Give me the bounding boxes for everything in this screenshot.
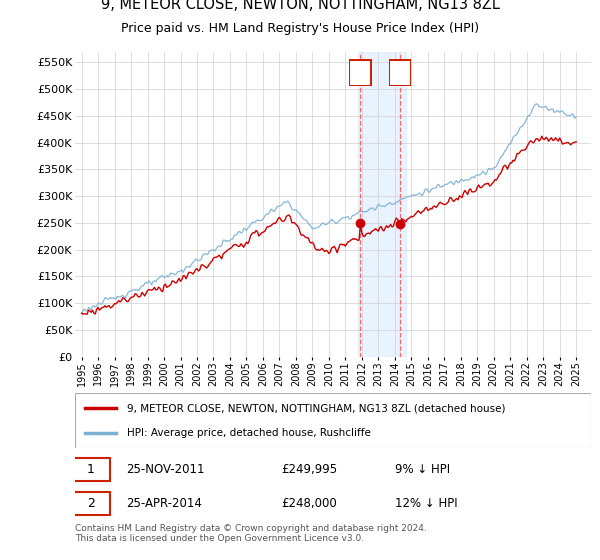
FancyBboxPatch shape (73, 459, 110, 481)
Text: 9, METEOR CLOSE, NEWTON, NOTTINGHAM, NG13 8ZL: 9, METEOR CLOSE, NEWTON, NOTTINGHAM, NG1… (101, 0, 499, 12)
Text: 9, METEOR CLOSE, NEWTON, NOTTINGHAM, NG13 8ZL (detached house): 9, METEOR CLOSE, NEWTON, NOTTINGHAM, NG1… (127, 404, 505, 413)
FancyBboxPatch shape (389, 60, 411, 86)
Text: HPI: Average price, detached house, Rushcliffe: HPI: Average price, detached house, Rush… (127, 428, 370, 437)
Text: 2: 2 (87, 497, 95, 510)
Text: Price paid vs. HM Land Registry's House Price Index (HPI): Price paid vs. HM Land Registry's House … (121, 22, 479, 35)
Text: 12% ↓ HPI: 12% ↓ HPI (395, 497, 458, 510)
Bar (358, 52, 406, 357)
Text: 25-APR-2014: 25-APR-2014 (127, 497, 202, 510)
FancyBboxPatch shape (75, 393, 591, 448)
FancyBboxPatch shape (349, 60, 371, 86)
Text: £248,000: £248,000 (281, 497, 337, 510)
Text: 1: 1 (356, 67, 364, 80)
Text: 2: 2 (396, 67, 404, 80)
Text: Contains HM Land Registry data © Crown copyright and database right 2024.
This d: Contains HM Land Registry data © Crown c… (75, 524, 427, 543)
Text: 1: 1 (87, 463, 95, 476)
FancyBboxPatch shape (73, 492, 110, 515)
Text: 9% ↓ HPI: 9% ↓ HPI (395, 463, 450, 476)
Text: 25-NOV-2011: 25-NOV-2011 (127, 463, 205, 476)
Text: £249,995: £249,995 (281, 463, 338, 476)
